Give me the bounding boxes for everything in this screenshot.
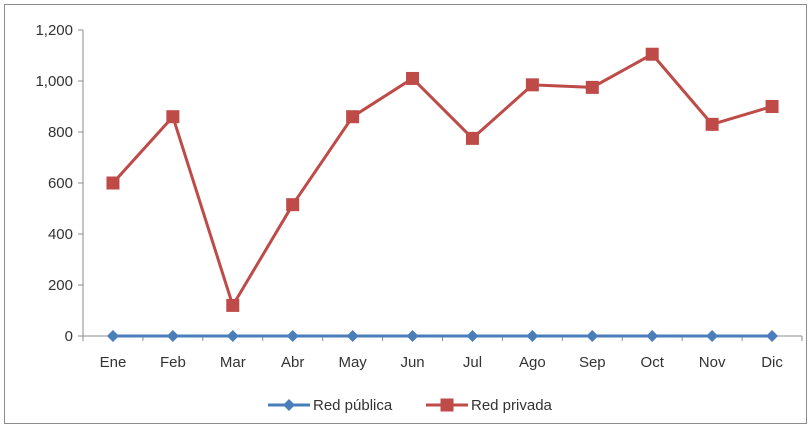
y-tick-label: 1,200 — [35, 22, 73, 39]
data-point — [706, 330, 719, 342]
data-point — [166, 330, 179, 342]
y-tick-label: 200 — [48, 277, 73, 294]
legend-label: Red pública — [313, 397, 393, 414]
data-point — [645, 47, 659, 61]
series-1 — [106, 330, 779, 342]
data-point — [766, 330, 779, 342]
x-tick-label: Oct — [641, 354, 665, 371]
data-point — [346, 330, 359, 342]
data-point — [585, 80, 599, 94]
chart-frame — [4, 4, 807, 424]
y-tick-label: 800 — [48, 124, 73, 141]
data-point — [765, 100, 779, 113]
series-2 — [106, 47, 779, 312]
data-point — [586, 330, 599, 342]
x-tick-label: Jul — [463, 354, 482, 371]
series-line — [111, 52, 773, 307]
x-tick-label: Feb — [160, 354, 186, 371]
data-point — [106, 176, 120, 190]
legend-label: Red privada — [471, 397, 553, 414]
data-point — [346, 110, 360, 124]
data-point — [465, 131, 479, 145]
x-tick-label: Sep — [579, 354, 606, 371]
legend-item: Red pública — [268, 397, 393, 414]
data-point — [526, 330, 539, 342]
y-tick-label: 600 — [48, 175, 73, 192]
x-tick-label: Jun — [400, 354, 424, 371]
data-point — [166, 110, 180, 124]
data-point — [286, 198, 300, 212]
x-tick-label: Mar — [220, 354, 246, 371]
legend-marker — [283, 399, 295, 411]
data-point — [466, 330, 479, 342]
x-tick-label: Abr — [281, 354, 304, 371]
data-point — [646, 330, 659, 342]
data-point — [286, 330, 299, 342]
y-tick-label: 400 — [48, 226, 73, 243]
data-point — [705, 117, 719, 131]
data-point — [525, 78, 539, 92]
x-tick-label: Dic — [761, 354, 783, 371]
data-point — [226, 298, 240, 312]
x-axis-ticks: Ene Feb Mar Abr May Jun Jul Ago Sep Oct Nov Dic — [82, 336, 803, 371]
data-point — [226, 330, 239, 342]
x-tick-label: Ago — [519, 354, 546, 371]
y-tick-label: 0 — [65, 328, 73, 345]
data-point — [406, 71, 420, 85]
data-point — [406, 330, 419, 342]
y-axis-ticks: 0 200 400 600 800 1,000 1,200 — [35, 22, 83, 345]
legend-item: Red privada — [426, 397, 553, 414]
legend: Red pública Red privada — [268, 397, 553, 414]
legend-marker — [440, 398, 454, 412]
x-tick-label: May — [338, 354, 367, 371]
y-tick-label: 1,000 — [35, 73, 73, 90]
axes — [82, 30, 802, 337]
x-tick-label: Nov — [699, 354, 726, 371]
series-layer — [106, 47, 779, 342]
x-tick-label: Ene — [100, 354, 127, 371]
data-point — [106, 330, 119, 342]
